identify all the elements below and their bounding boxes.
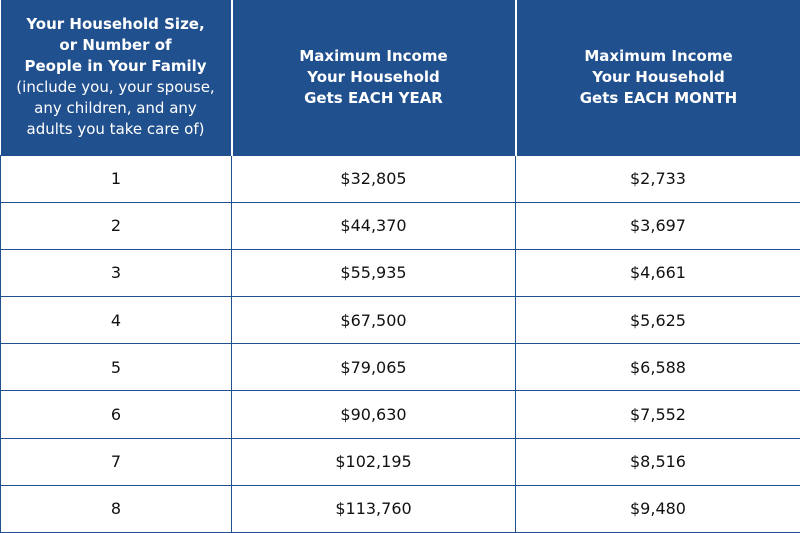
table-row: 3 $55,935 $4,661 [0, 248, 800, 298]
header-line: Your Household [592, 67, 725, 86]
header-cell: Maximum Income Your Household Gets EACH YE… [230, 0, 516, 155]
table-cell: $7,552 [515, 390, 800, 439]
table-cell: $32,805 [231, 154, 516, 203]
table-cell: $6,588 [515, 343, 800, 392]
table-cell: 5 [0, 343, 232, 392]
header-title-line: Your Household Size, [26, 15, 205, 34]
header-line: Maximum Income [584, 46, 733, 65]
header-note-line: (include you, your spouse, [16, 78, 215, 97]
table-cell: 8 [0, 484, 232, 533]
table-cell: $9,480 [515, 484, 800, 533]
header-line: Maximum Income [299, 46, 448, 65]
table-cell: $67,500 [231, 296, 516, 345]
table-cell: 2 [0, 201, 232, 250]
table-cell: 1 [0, 154, 232, 203]
header-note-line: any children, and any [34, 99, 197, 118]
table-cell: 3 [0, 248, 232, 298]
table-row: 2 $44,370 $3,697 [0, 201, 800, 250]
table-cell: $79,065 [231, 343, 516, 392]
table-row: 4 $67,500 $5,625 [0, 296, 800, 345]
table-cell: 6 [0, 390, 232, 439]
table-cell: 7 [0, 437, 232, 486]
header-title-line: or Number of [59, 36, 172, 55]
header-emphasis: EACH YEAR [347, 88, 443, 107]
table-cell: $3,697 [515, 201, 800, 250]
header-text: Gets [579, 88, 619, 107]
header-text: Gets [304, 88, 343, 107]
table-row: 7 $102,195 $8,516 [0, 437, 800, 486]
table-cell: $102,195 [231, 437, 516, 486]
table-row: 1 $32,805 $2,733 [0, 154, 800, 203]
table-row: 8 $113,760 $9,480 [0, 484, 800, 533]
table-cell: $44,370 [231, 201, 516, 250]
table-row: 5 $79,065 $6,588 [0, 343, 800, 392]
table-row: 6 $90,630 $7,552 [0, 390, 800, 439]
header-line: Gets EACH MONTH [517, 88, 800, 109]
header-note-line: adults you take care of) [26, 120, 205, 139]
header-line: Your Household [307, 67, 440, 86]
table-cell: $113,760 [231, 484, 516, 533]
header-line: Gets EACH YEAR [233, 88, 515, 109]
header-emphasis: EACH MONTH [623, 88, 738, 107]
table-cell: $2,733 [515, 154, 800, 203]
header-cell: Your Household Size, or Number of People i… [0, 0, 232, 155]
table-cell: $4,661 [515, 248, 800, 298]
header-title-line: People in Your Family [24, 57, 207, 76]
header-row: Your Household Size, or Number of People i… [0, 0, 800, 155]
table-cell: $8,516 [515, 437, 800, 486]
table-cell: $90,630 [231, 390, 516, 439]
table-cell: $5,625 [515, 296, 800, 345]
table-cell: $55,935 [231, 248, 516, 298]
header-cell: Maximum Income Your Household Gets EACH MO… [514, 0, 800, 155]
table-cell: 4 [0, 296, 232, 345]
